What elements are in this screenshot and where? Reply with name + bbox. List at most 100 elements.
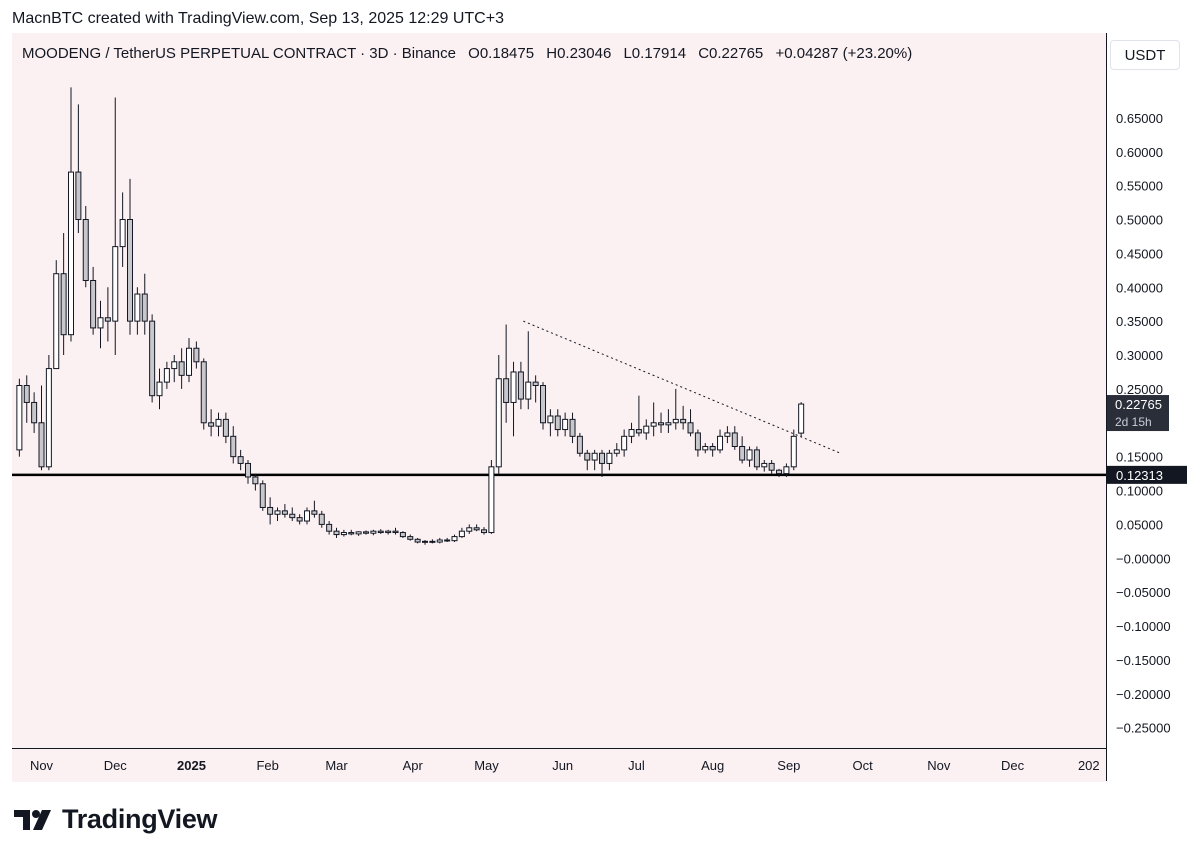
candle [798,402,805,437]
time-tick-label: Dec [104,758,128,773]
candle [444,537,451,543]
candle [38,385,45,471]
price-tick-label: −0.20000 [1116,687,1171,702]
candle-body [252,476,259,485]
candle [753,446,760,471]
candle [613,443,620,457]
candle-body [289,513,296,519]
price-tick-label: 0.40000 [1116,280,1163,295]
candle-body [267,506,274,515]
candle-body [281,510,288,515]
candle-body [532,381,539,387]
candle [281,504,288,518]
candle [680,405,687,430]
candle-body [702,445,709,451]
candle-body [776,469,783,475]
currency-button[interactable]: USDT [1110,40,1180,70]
candle [554,409,561,437]
chart-pane[interactable] [12,33,1106,748]
candle [289,507,296,522]
price-tick-label: 0.65000 [1116,111,1163,126]
candle-body [628,429,635,437]
price-tick-label: −0.10000 [1116,619,1171,634]
candle-body [576,435,583,454]
candle [53,260,60,370]
candle [436,537,443,544]
candle-body [156,381,163,397]
candle-body [318,513,325,525]
candle-body [635,429,642,434]
candle-body [591,452,598,461]
candle-body [768,462,775,471]
candle [621,429,628,457]
candle [488,460,495,534]
time-tick-label: Aug [701,758,724,773]
candle [326,521,333,535]
candle [458,527,465,538]
price-tick-label: 0.45000 [1116,246,1163,261]
candle [665,409,672,433]
candle-body [311,510,318,515]
candle-body [134,293,141,322]
candle [694,429,701,457]
candle-body [348,532,355,535]
candle [768,460,775,474]
candle [473,524,480,532]
candle-body [599,452,606,464]
candle-body [259,483,266,508]
candle-body [658,422,665,426]
brand-name: TradingView [62,804,218,834]
last-price-label: 0.22765 [1115,397,1162,412]
candle-body [340,532,347,536]
candle [31,392,38,433]
candle [658,412,665,433]
candle [761,460,768,472]
candle [156,368,163,410]
candle-body [731,432,738,447]
candle-body [429,540,436,543]
candle-body [245,462,252,478]
candle-body [171,361,178,370]
candle [606,449,613,471]
candle-body [333,530,340,536]
price-tick-label: −0.25000 [1116,721,1171,736]
candle-body [222,418,229,437]
candle [68,87,75,342]
candle-body [672,418,679,424]
candle-body [82,219,89,281]
candle [599,449,606,477]
candle-body [355,531,362,535]
candle [739,436,746,464]
candle [709,443,716,457]
price-tick-label: 0.05000 [1116,517,1163,532]
candle-body [569,418,576,437]
candle [540,382,547,430]
candle [466,524,473,534]
candle-body [687,422,694,434]
candle [304,507,311,525]
candle-body [304,510,311,522]
candle [252,473,259,491]
candle [171,355,178,383]
candle-body [473,527,480,531]
candle-body [547,415,554,424]
candle-body [274,510,281,515]
candle-body [296,517,303,522]
support-price-label: 0.12313 [1116,468,1163,483]
candle [717,429,724,454]
candle-body [422,540,429,543]
candle-body [606,452,613,464]
candle [687,409,694,437]
time-tick-label: Nov [30,758,54,773]
candle-body [709,445,716,451]
candle-body [525,381,532,400]
candle-body [112,246,119,322]
time-axis[interactable] [12,748,1106,782]
candle-body [163,368,170,383]
candle [532,375,539,403]
price-tick-label: 0.30000 [1116,348,1163,363]
time-tick-label: 202 [1078,758,1100,773]
candle [429,539,436,544]
candle [363,530,370,535]
candle [517,361,524,410]
